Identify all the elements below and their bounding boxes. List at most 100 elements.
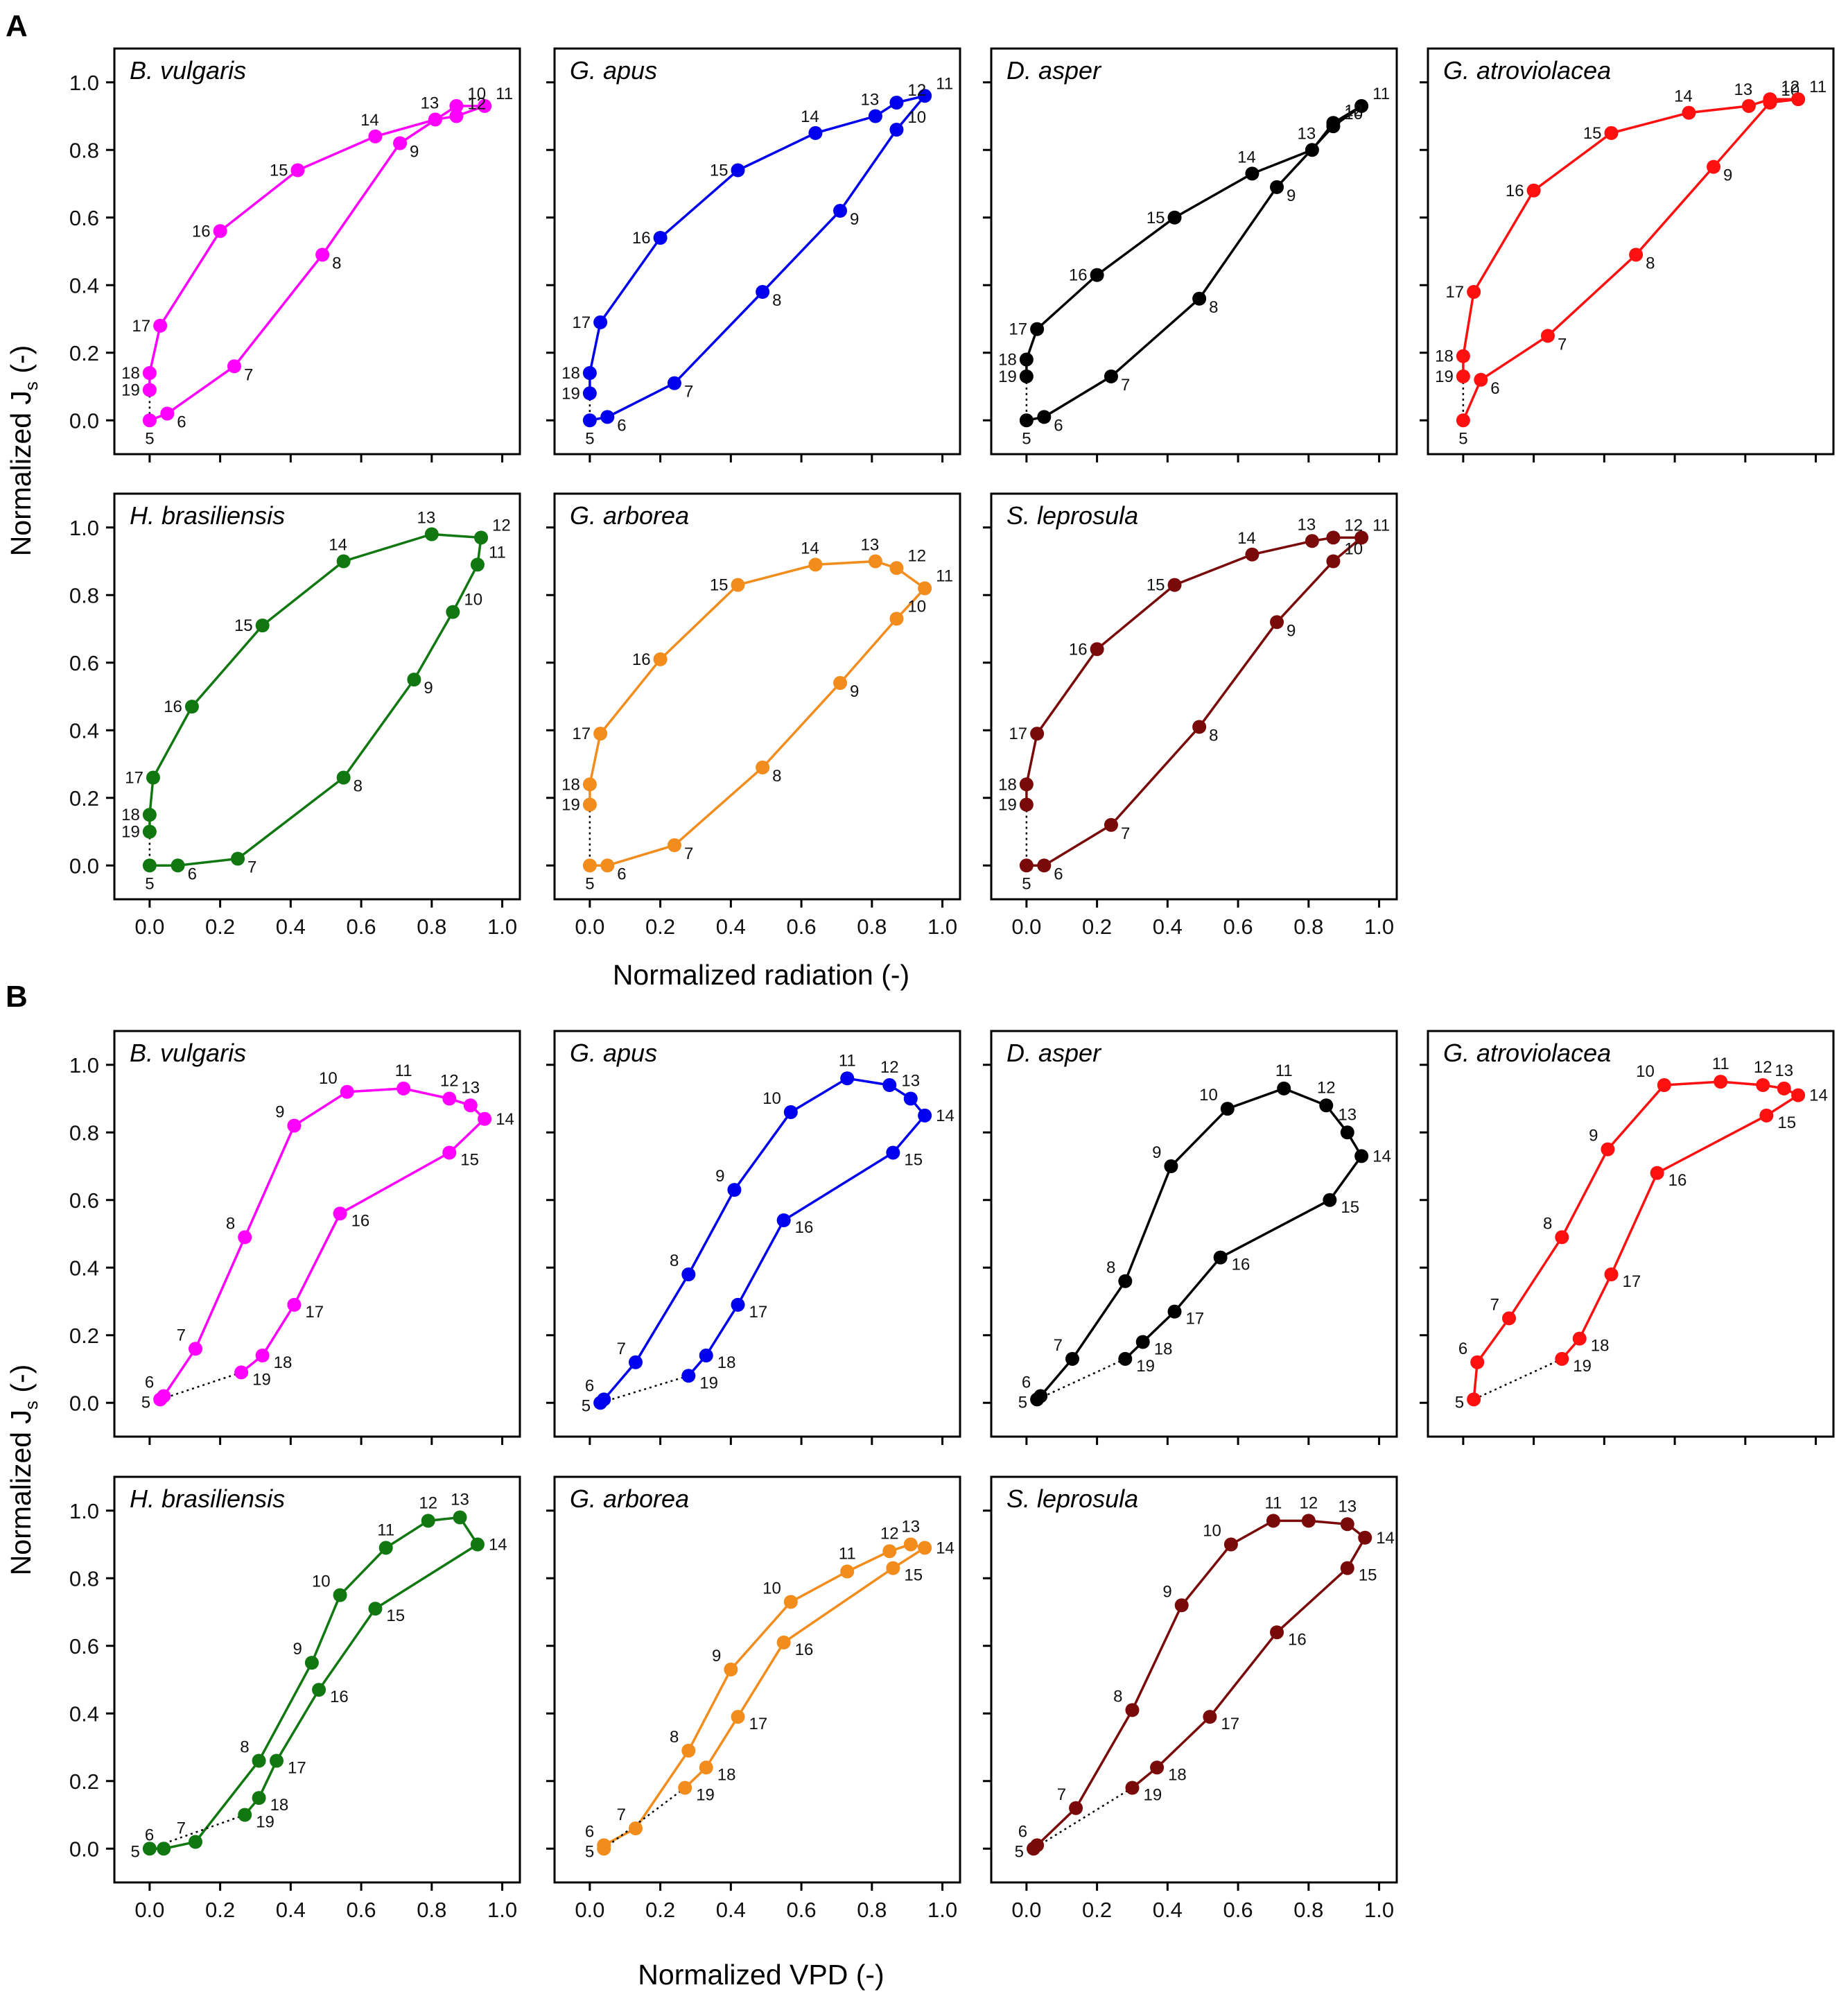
data-point bbox=[889, 612, 904, 626]
data-point bbox=[1456, 349, 1470, 363]
data-point bbox=[234, 1365, 249, 1380]
hour-label: 17 bbox=[288, 1759, 306, 1778]
data-point bbox=[886, 1145, 900, 1160]
hour-label: 7 bbox=[1490, 1295, 1499, 1314]
hour-label: 16 bbox=[795, 1640, 814, 1659]
data-point bbox=[889, 561, 904, 575]
data-point bbox=[1270, 1625, 1284, 1640]
data-point bbox=[868, 109, 882, 123]
data-point bbox=[1104, 369, 1118, 383]
hour-label: 13 bbox=[1775, 1062, 1793, 1080]
hour-label: 8 bbox=[1106, 1258, 1115, 1277]
y-tick-label: 0.6 bbox=[69, 1188, 99, 1213]
data-point bbox=[287, 1297, 302, 1312]
species-title: B. vulgaris bbox=[130, 1039, 246, 1067]
hour-label: 6 bbox=[1054, 865, 1063, 883]
hour-label: 5 bbox=[585, 429, 594, 448]
species-title: B. vulgaris bbox=[130, 56, 246, 85]
hour-label: 19 bbox=[252, 1370, 271, 1389]
data-point bbox=[252, 1753, 266, 1768]
hour-label: 6 bbox=[585, 1376, 594, 1395]
hour-label: 11 bbox=[496, 85, 513, 103]
hour-label: 17 bbox=[749, 1303, 768, 1322]
hour-label: 18 bbox=[717, 1353, 736, 1372]
y-tick-label: 0.0 bbox=[69, 1391, 99, 1415]
hour-label: 5 bbox=[145, 429, 154, 448]
hour-label: 19 bbox=[121, 823, 140, 842]
data-point bbox=[699, 1760, 713, 1775]
x-tick-label: 1.0 bbox=[1364, 1898, 1394, 1922]
data-point bbox=[868, 554, 882, 569]
hour-label: 10 bbox=[1199, 1086, 1218, 1105]
data-point bbox=[213, 224, 227, 239]
data-point bbox=[1030, 322, 1045, 336]
species-title: G. atroviolacea bbox=[1443, 56, 1611, 85]
hour-label: 10 bbox=[1636, 1062, 1655, 1081]
data-point bbox=[1707, 159, 1721, 174]
species-title: G. arborea bbox=[570, 501, 689, 530]
x-tick-label: 0.4 bbox=[276, 1898, 306, 1922]
data-point bbox=[653, 652, 668, 666]
data-point bbox=[903, 1091, 918, 1106]
hour-label: 14 bbox=[1674, 87, 1693, 106]
data-point bbox=[1192, 720, 1207, 734]
hour-label: 16 bbox=[192, 222, 211, 241]
panel-b-h-brasiliensis: 0.0 0.0 0.2 0.2 0.4 0.4 0.6 0.6 0.8 0.8 1.0 1.0 H. b… bbox=[69, 1475, 521, 1922]
species-title: S. leprosula bbox=[1006, 501, 1138, 530]
hour-label: 6 bbox=[188, 865, 197, 883]
data-point bbox=[1118, 1351, 1133, 1366]
data-point bbox=[667, 376, 681, 390]
data-point bbox=[1164, 1159, 1178, 1173]
y-tick-label: 0.4 bbox=[69, 273, 99, 297]
data-point bbox=[368, 1602, 383, 1616]
data-point bbox=[1358, 1530, 1372, 1545]
data-point bbox=[886, 1561, 900, 1575]
data-point bbox=[153, 318, 168, 333]
data-point bbox=[699, 1349, 713, 1362]
x-tick-label: 0.2 bbox=[1082, 1898, 1112, 1922]
hour-label: 18 bbox=[274, 1353, 293, 1372]
data-point bbox=[368, 129, 383, 144]
species-title: H. brasiliensis bbox=[130, 501, 285, 530]
hour-label: 10 bbox=[319, 1069, 338, 1088]
hour-label: 12 bbox=[1344, 516, 1363, 535]
x-tick-label: 0.6 bbox=[347, 915, 376, 939]
hour-label: 8 bbox=[772, 291, 781, 310]
data-point bbox=[428, 112, 442, 127]
y-tick-label: 0.4 bbox=[69, 1256, 99, 1280]
data-point bbox=[882, 1078, 897, 1092]
x-tick-label: 0.2 bbox=[645, 1898, 675, 1922]
x-tick-label: 0.4 bbox=[1153, 1898, 1183, 1922]
data-point bbox=[442, 1091, 457, 1106]
hour-label: 19 bbox=[256, 1813, 274, 1832]
hour-label: 12 bbox=[1754, 1058, 1772, 1077]
hour-label: 7 bbox=[177, 1819, 186, 1838]
hour-label: 15 bbox=[460, 1151, 479, 1170]
species-title: G. apus bbox=[570, 1039, 657, 1067]
data-point bbox=[731, 578, 745, 592]
hour-label: 13 bbox=[901, 1072, 920, 1091]
y-tick-label: 0.0 bbox=[69, 1837, 99, 1861]
data-point bbox=[681, 1743, 696, 1758]
data-point bbox=[1034, 1389, 1048, 1403]
data-point bbox=[290, 163, 305, 177]
hour-label: 15 bbox=[234, 616, 253, 635]
hour-label: 9 bbox=[1589, 1127, 1598, 1145]
hour-label: 17 bbox=[749, 1715, 768, 1733]
hour-label: 14 bbox=[1237, 148, 1256, 166]
section-a-y-label-tail: (-) bbox=[5, 345, 37, 381]
hour-label: 14 bbox=[360, 111, 379, 130]
x-tick-label: 0.6 bbox=[1223, 915, 1253, 939]
hour-label: 14 bbox=[936, 1107, 954, 1125]
x-tick-label: 1.0 bbox=[927, 915, 957, 939]
hour-label: 11 bbox=[1712, 1055, 1729, 1073]
hour-label: 13 bbox=[421, 94, 439, 112]
hour-label: 6 bbox=[177, 413, 186, 432]
hour-label: 7 bbox=[617, 1805, 626, 1824]
data-point bbox=[833, 204, 848, 218]
data-point bbox=[1470, 1355, 1485, 1369]
hour-label: 11 bbox=[936, 567, 953, 586]
data-point bbox=[1319, 1098, 1334, 1113]
data-point bbox=[1019, 369, 1034, 383]
data-point bbox=[582, 413, 597, 428]
